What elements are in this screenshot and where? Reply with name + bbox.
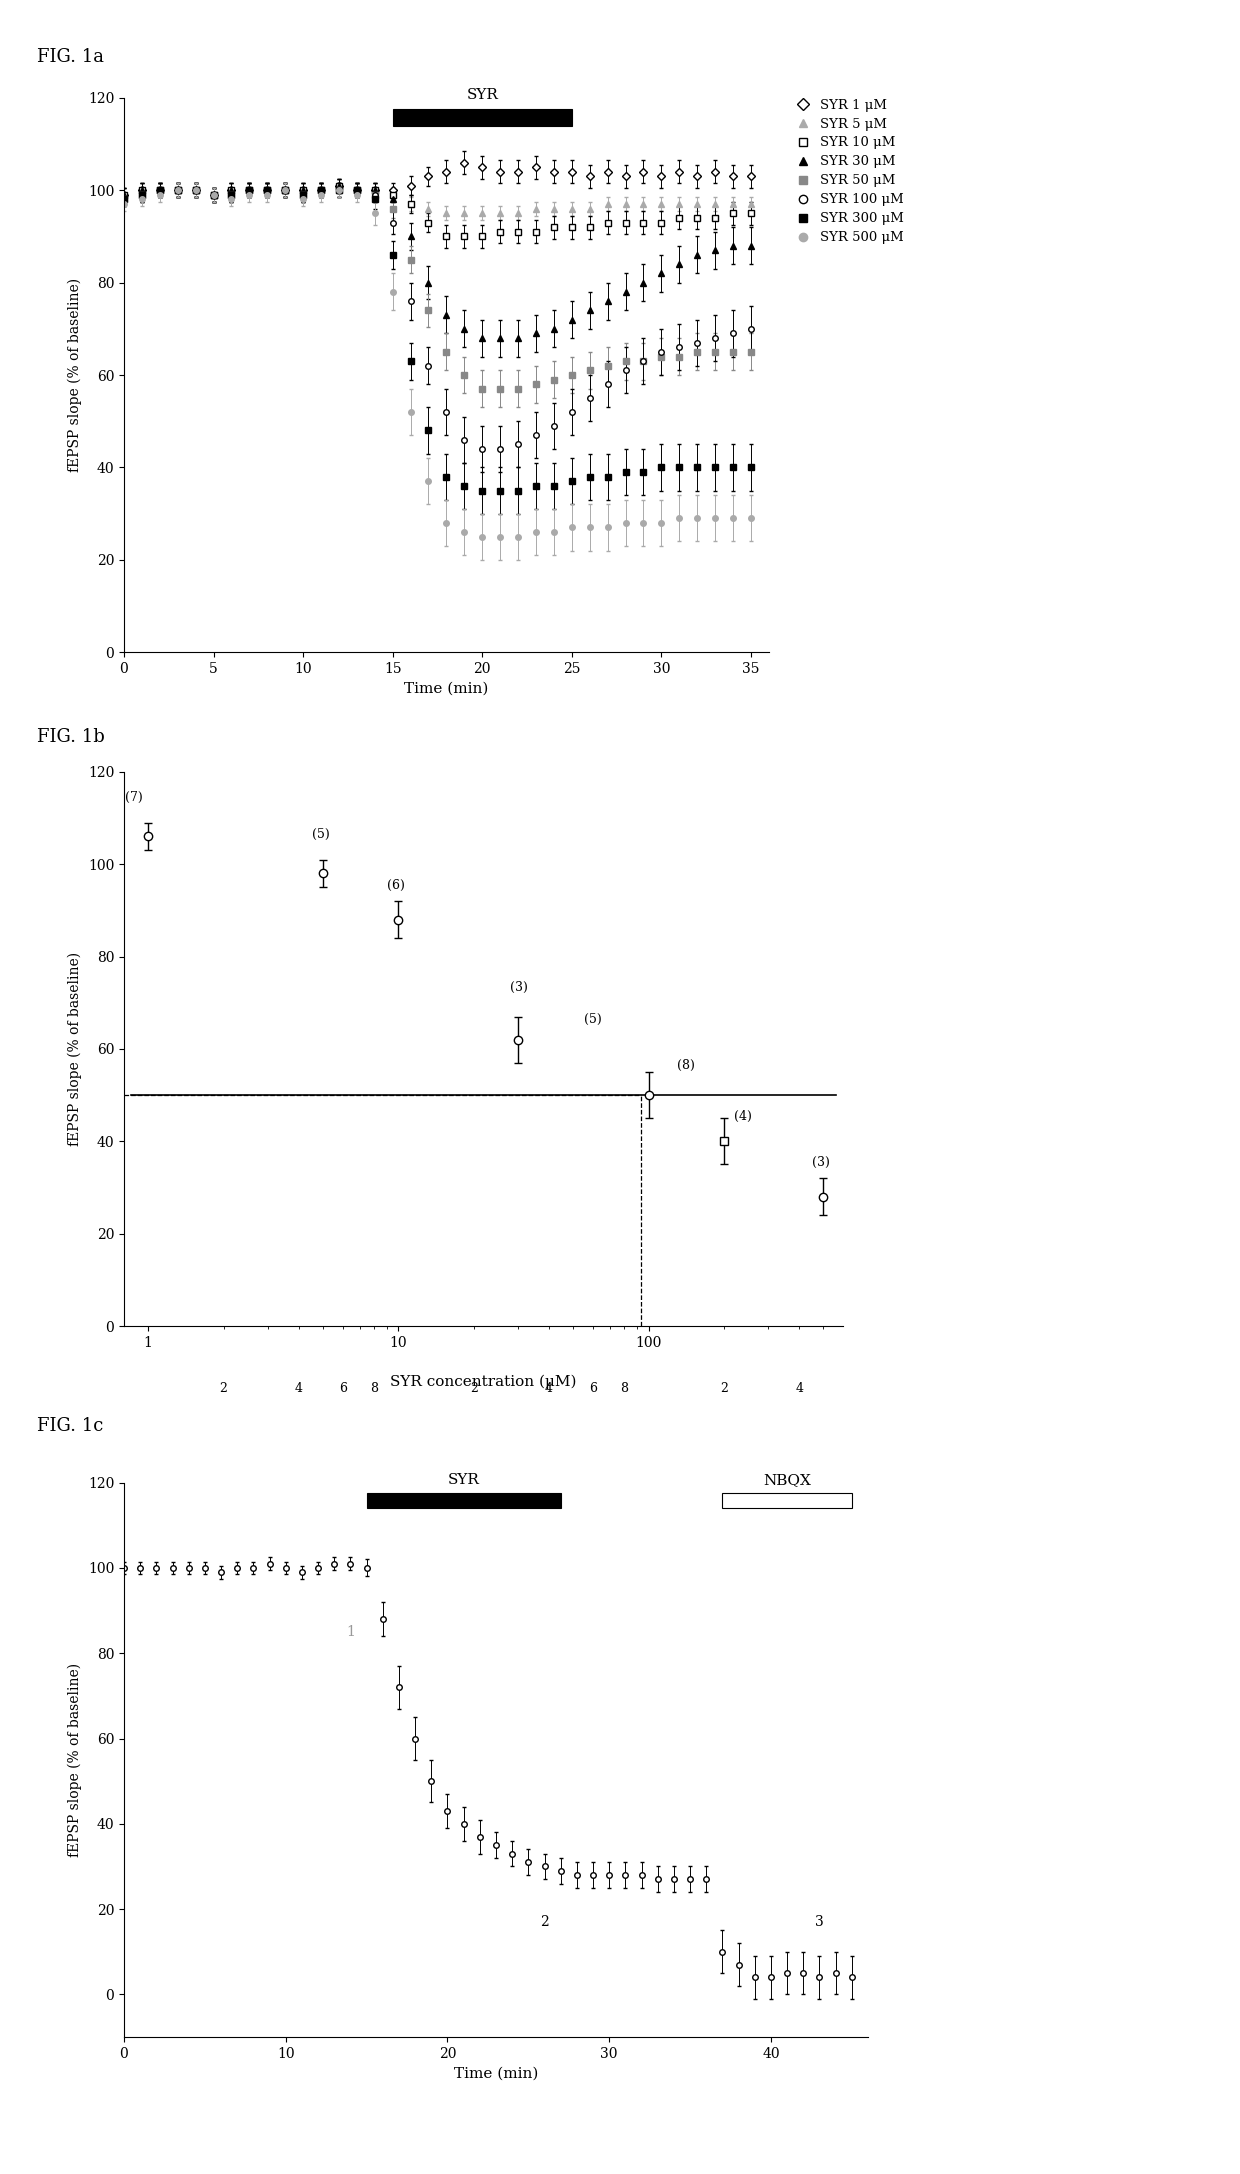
- Text: FIG. 1b: FIG. 1b: [37, 728, 105, 746]
- Legend: SYR 1 μM, SYR 5 μM, SYR 10 μM, SYR 30 μM, SYR 50 μM, SYR 100 μM, SYR 300 μM, SYR: SYR 1 μM, SYR 5 μM, SYR 10 μM, SYR 30 μM…: [789, 93, 909, 250]
- X-axis label: SYR concentration (μM): SYR concentration (μM): [391, 1374, 577, 1389]
- Text: SYR: SYR: [448, 1474, 480, 1487]
- Text: (3): (3): [812, 1157, 830, 1170]
- Text: 6: 6: [339, 1383, 347, 1394]
- Bar: [723, 1494, 852, 1509]
- Text: 2: 2: [219, 1383, 227, 1394]
- Text: (6): (6): [387, 878, 404, 891]
- Text: 4: 4: [295, 1383, 303, 1394]
- Text: 4: 4: [795, 1383, 804, 1394]
- Text: (5): (5): [584, 1013, 601, 1026]
- Text: 8: 8: [620, 1383, 629, 1394]
- Text: SYR: SYR: [466, 89, 498, 102]
- Y-axis label: fEPSP slope (% of baseline): fEPSP slope (% of baseline): [68, 1663, 82, 1857]
- Text: 2: 2: [720, 1383, 728, 1394]
- Text: (7): (7): [125, 791, 143, 804]
- Bar: [367, 1494, 560, 1509]
- Text: (5): (5): [311, 828, 330, 841]
- Text: (4): (4): [734, 1111, 753, 1124]
- Text: (3): (3): [510, 980, 528, 994]
- Text: NBQX: NBQX: [763, 1474, 811, 1487]
- Text: 1: 1: [346, 1626, 355, 1639]
- Text: FIG. 1a: FIG. 1a: [37, 48, 104, 65]
- X-axis label: Time (min): Time (min): [404, 680, 489, 696]
- Text: 4: 4: [546, 1383, 553, 1394]
- X-axis label: Time (min): Time (min): [454, 2065, 538, 2081]
- Text: 8: 8: [371, 1383, 378, 1394]
- Text: (8): (8): [677, 1059, 694, 1072]
- Y-axis label: fEPSP slope (% of baseline): fEPSP slope (% of baseline): [68, 278, 82, 472]
- Text: 3: 3: [815, 1915, 823, 1928]
- Text: FIG. 1c: FIG. 1c: [37, 1417, 104, 1435]
- Text: 2: 2: [470, 1383, 477, 1394]
- Bar: [393, 109, 572, 126]
- Text: 6: 6: [589, 1383, 596, 1394]
- Y-axis label: fEPSP slope (% of baseline): fEPSP slope (% of baseline): [68, 952, 82, 1146]
- Text: 2: 2: [541, 1915, 549, 1928]
